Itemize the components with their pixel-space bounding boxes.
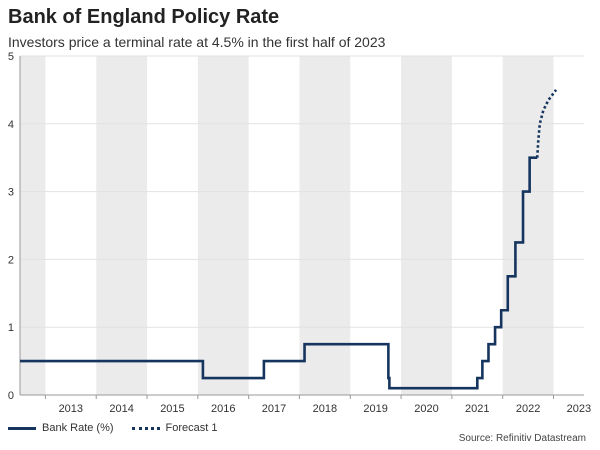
x-tick-label-2017: 2017: [262, 403, 286, 415]
legend-label-forecast: Forecast 1: [165, 422, 218, 434]
legend: Bank Rate (%) Forecast 1: [8, 420, 236, 436]
y-tick-label-2: 2: [8, 254, 14, 266]
x-tick-label-2021: 2021: [465, 403, 489, 415]
shaded-band-2: [197, 56, 249, 395]
y-tick-label-4: 4: [8, 119, 14, 131]
legend-item-forecast: Forecast 1: [131, 422, 218, 434]
legend-item-bank-rate: Bank Rate (%): [8, 422, 114, 434]
x-tick-label-2013: 2013: [59, 403, 83, 415]
shaded-band-4: [401, 56, 452, 395]
shaded-band-5: [502, 56, 554, 395]
chart-subtitle: Investors price a terminal rate at 4.5% …: [8, 34, 386, 50]
chart-title: Bank of England Policy Rate: [8, 6, 280, 28]
y-tick-label-0: 0: [8, 390, 14, 402]
x-tick-label-2023: 2023: [567, 403, 591, 415]
legend-swatch-solid: [8, 426, 36, 430]
shaded-band-3: [299, 56, 351, 395]
x-tick-label-2016: 2016: [211, 403, 235, 415]
legend-swatch-dotted: [131, 426, 160, 430]
series-bank-rate-line: [20, 156, 538, 390]
y-tick-label-3: 3: [8, 187, 14, 199]
x-tick-label-2019: 2019: [363, 403, 387, 415]
x-tick-label-2022: 2022: [516, 403, 540, 415]
y-tick-label-1: 1: [8, 322, 14, 334]
x-tick-label-2015: 2015: [160, 403, 184, 415]
x-tick-label-2018: 2018: [313, 403, 337, 415]
shaded-band-0: [20, 56, 46, 395]
legend-label-bank-rate: Bank Rate (%): [42, 422, 114, 434]
x-tick-label-2014: 2014: [109, 403, 133, 415]
source-note: Source: Refinitiv Datastream: [458, 433, 586, 444]
x-tick-label-2020: 2020: [414, 403, 438, 415]
shaded-band-1: [96, 56, 148, 395]
series-forecast-line: [535, 89, 558, 158]
y-tick-label-5: 5: [8, 51, 14, 63]
